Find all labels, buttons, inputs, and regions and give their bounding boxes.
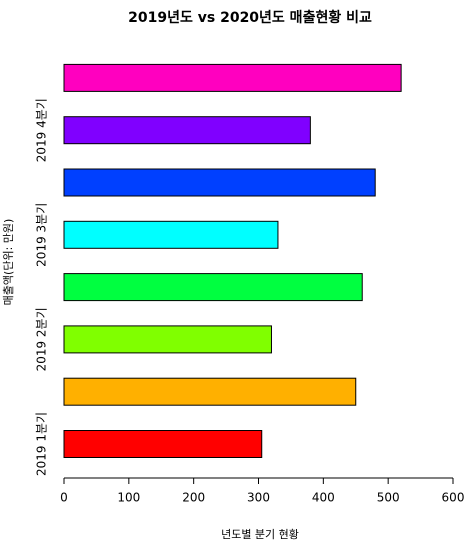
x-tick-label: 0	[60, 491, 68, 505]
x-tick-label: 100	[117, 491, 140, 505]
y-axis-label: 매출액(단위: 만원)	[2, 219, 15, 306]
y-tick-label: 2019 1분기	[35, 412, 49, 476]
x-axis-label: 년도별 분기 현황	[221, 528, 299, 541]
x-tick-label: 400	[312, 491, 335, 505]
bar	[63, 377, 357, 406]
x-tick-label: 600	[442, 491, 465, 505]
bar	[63, 220, 279, 249]
bar	[63, 63, 402, 92]
bar	[63, 430, 263, 458]
x-tick-label: 300	[247, 491, 270, 505]
x-tick-label: 500	[377, 491, 400, 505]
y-tick-label: 2019 2분기	[35, 307, 49, 371]
bar	[63, 168, 376, 197]
bar	[63, 325, 272, 354]
y-tick-label: 2019 4분기	[35, 98, 49, 162]
x-tick-label: 200	[182, 491, 205, 505]
bar	[63, 273, 363, 302]
y-tick-label: 2019 3분기	[35, 203, 49, 267]
bar	[63, 116, 311, 145]
chart-title: 2019년도 vs 2020년도 매출현황 비교	[128, 9, 372, 26]
